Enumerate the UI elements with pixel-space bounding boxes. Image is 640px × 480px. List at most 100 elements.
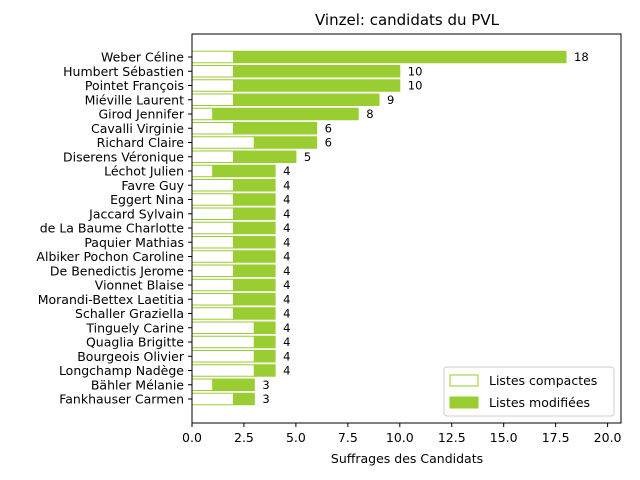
bar-compactes (191, 122, 235, 135)
category-label: Weber Céline (101, 50, 184, 65)
bar-modifiees (233, 236, 276, 249)
data-label: 4 (283, 349, 290, 363)
bar-modifiees (233, 392, 255, 406)
category-label: Vionnet Blaise (95, 278, 185, 293)
legend: Listes compactes Listes modifiées (443, 366, 615, 417)
legend-label-modifiees: Listes modifiées (489, 395, 590, 410)
bar-compactes (191, 350, 255, 363)
data-label: 9 (387, 93, 394, 107)
bar-modifiees (212, 164, 276, 178)
data-label: 18 (574, 50, 589, 64)
bar-compactes (191, 107, 214, 121)
bar-modifiees (212, 107, 359, 121)
bar-compactes (191, 79, 235, 92)
bar-compactes (191, 65, 235, 78)
bar-modifiees (212, 378, 255, 391)
bar-modifiees (233, 264, 276, 277)
data-label: 4 (283, 278, 290, 292)
x-tick-label: 10.0 (386, 430, 414, 445)
category-label: Schaller Graziella (75, 306, 184, 321)
bar-modifiees (233, 307, 276, 320)
x-tick-label: 0.0 (182, 430, 202, 445)
plot-frame (191, 33, 622, 424)
bar-compactes (191, 278, 235, 292)
bar-compactes (191, 378, 214, 391)
data-label: 3 (262, 392, 269, 406)
bar-compactes (191, 93, 235, 106)
category-label: Girod Jennifer (98, 107, 184, 122)
data-label: 4 (283, 321, 290, 335)
bar-modifiees (233, 79, 401, 92)
x-tick-label: 20.0 (594, 430, 622, 445)
x-axis-label: Suffrages des Candidats (331, 451, 483, 466)
bar-compactes (191, 293, 235, 306)
category-label: Richard Claire (97, 135, 185, 150)
bar-compactes (191, 50, 235, 64)
bar-modifiees (253, 136, 318, 149)
x-axis-ticks: 0.0 2.5 5.0 7.5 10.0 12.5 15.0 17.5 20.0 (182, 423, 622, 445)
data-label: 4 (283, 335, 290, 349)
bar-modifiees (233, 293, 276, 306)
x-tick-label: 15.0 (490, 430, 518, 445)
bar-modifiees (253, 364, 276, 377)
data-label: 10 (408, 79, 423, 93)
bar-modifiees (233, 150, 297, 163)
bar-modifiees (253, 321, 276, 334)
bar-compactes (191, 264, 235, 277)
category-label: De Benedictis Jerome (50, 263, 184, 278)
category-label: Albiker Pochon Caroline (36, 249, 184, 264)
data-label: 8 (366, 107, 373, 121)
bar-modifiees (253, 335, 276, 349)
bar-modifiees (233, 250, 276, 263)
bar-modifiees (233, 93, 380, 106)
data-label: 4 (283, 178, 290, 192)
category-label: Humbert Sébastien (63, 64, 184, 79)
data-label: 4 (283, 235, 290, 249)
category-label: Fankhauser Carmen (59, 392, 184, 407)
bar-compactes (191, 250, 235, 263)
data-label: 6 (325, 136, 332, 150)
bar-modifiees (233, 278, 276, 292)
chart-title: Vinzel: candidats du PVL (315, 11, 500, 29)
bar-compactes (191, 236, 235, 249)
bar-compactes (191, 136, 255, 149)
legend-box (443, 366, 615, 417)
data-label: 4 (283, 221, 290, 235)
data-label: 4 (283, 307, 290, 321)
data-label: 4 (283, 250, 290, 264)
bar-compactes (191, 392, 235, 406)
data-label: 4 (283, 292, 290, 306)
bar-modifiees (233, 65, 401, 78)
category-label: Favre Guy (121, 178, 184, 193)
bar-modifiees (233, 122, 318, 135)
bar-compactes (191, 164, 214, 178)
bar-compactes (191, 321, 255, 334)
data-label: 4 (283, 164, 290, 178)
category-label: Quaglia Brigitte (86, 335, 184, 350)
x-tick-label: 2.5 (234, 430, 254, 445)
bar-compactes (191, 221, 235, 235)
data-label: 4 (283, 364, 290, 378)
category-label: Bähler Mélanie (91, 377, 184, 392)
x-tick-label: 5.0 (286, 430, 306, 445)
category-label: Jaccard Sylvain (88, 206, 184, 221)
category-label: Bourgeois Olivier (77, 349, 185, 364)
bar-modifiees (233, 50, 567, 64)
bar-compactes (191, 307, 235, 320)
bar-compactes (191, 207, 235, 220)
data-label: 4 (283, 264, 290, 278)
bar-modifiees (233, 221, 276, 235)
data-label: 4 (283, 207, 290, 221)
legend-swatch-compactes (449, 374, 479, 387)
bar-modifiees (253, 350, 276, 363)
data-label: 10 (408, 64, 423, 78)
category-label: Miéville Laurent (85, 92, 184, 107)
legend-swatch-modifiees (449, 396, 479, 409)
x-tick-label: 12.5 (438, 430, 466, 445)
bar-compactes (191, 335, 255, 349)
data-label: 3 (262, 378, 269, 392)
bar-compactes (191, 364, 255, 377)
category-label: Pointet François (85, 78, 184, 93)
